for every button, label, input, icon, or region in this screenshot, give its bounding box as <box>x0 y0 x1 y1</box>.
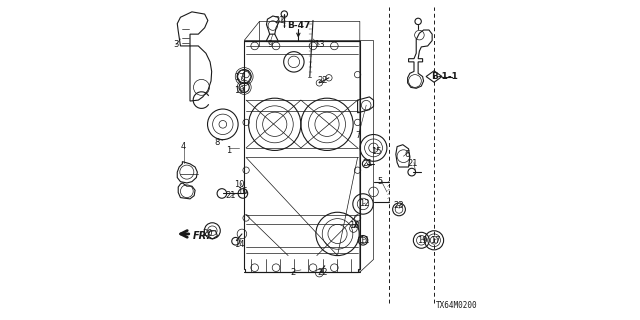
Text: 19: 19 <box>234 86 245 95</box>
Text: 20: 20 <box>203 229 213 238</box>
Text: 1: 1 <box>227 146 232 155</box>
Text: 14: 14 <box>234 240 245 249</box>
Text: 15: 15 <box>371 147 382 156</box>
Text: 7: 7 <box>355 131 360 140</box>
Text: 23: 23 <box>394 201 404 210</box>
Text: 21: 21 <box>274 16 284 25</box>
Text: 6: 6 <box>404 150 410 159</box>
Text: TX64M0200: TX64M0200 <box>436 301 477 310</box>
Text: B-47: B-47 <box>287 21 310 30</box>
Text: 11: 11 <box>358 236 369 245</box>
Text: B-1-1: B-1-1 <box>431 72 458 81</box>
Text: 10: 10 <box>234 180 245 189</box>
Text: 17: 17 <box>234 73 245 82</box>
Text: 8: 8 <box>214 138 220 147</box>
Text: 22: 22 <box>317 268 328 277</box>
Text: 21: 21 <box>408 159 419 168</box>
Text: 21: 21 <box>362 159 372 168</box>
Text: 4: 4 <box>181 142 186 151</box>
Text: 19: 19 <box>417 236 428 245</box>
Text: 22: 22 <box>317 76 328 85</box>
Text: 17: 17 <box>430 236 441 245</box>
Text: 9: 9 <box>267 40 272 49</box>
Text: 13: 13 <box>314 40 324 49</box>
Text: 21: 21 <box>225 191 236 200</box>
Text: 16: 16 <box>237 187 248 196</box>
Text: 3: 3 <box>173 40 179 49</box>
Text: 12: 12 <box>358 199 369 208</box>
Text: 2: 2 <box>291 268 296 277</box>
Text: 5: 5 <box>377 177 383 186</box>
Text: 18: 18 <box>349 221 360 230</box>
Text: FR.: FR. <box>193 230 211 241</box>
